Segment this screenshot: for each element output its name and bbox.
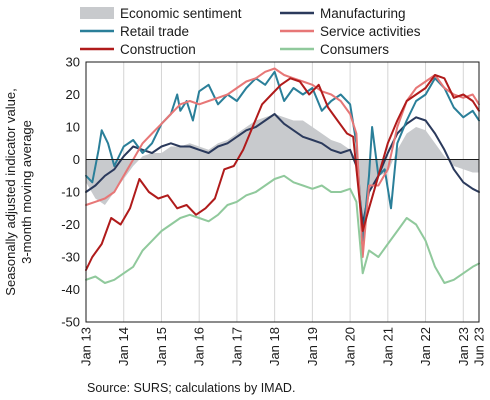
series-layer xyxy=(85,67,480,284)
series-manufacturing xyxy=(85,113,480,226)
y-tick-label: -10 xyxy=(61,185,80,200)
x-tick-label: Jan 22 xyxy=(418,327,433,366)
plot-frame xyxy=(85,61,480,323)
x-tick-label: Jan 13 xyxy=(79,327,94,366)
x-tick-label: Jan 17 xyxy=(229,327,244,366)
y-tick-label: -30 xyxy=(61,250,80,265)
axes xyxy=(85,61,480,323)
legend: Economic sentiment Manufacturing Retail tr… xyxy=(80,6,421,57)
y-tick-label: 10 xyxy=(66,120,80,135)
x-tick-label: Jan 18 xyxy=(267,327,282,366)
y-tick-labels: 30 20 10 0 -10 -20 -30 -40 -50 xyxy=(61,55,80,330)
x-tick-label: Jan 16 xyxy=(192,327,207,366)
x-tick-label: Jun 23 xyxy=(472,327,487,366)
series-consumers xyxy=(85,174,480,284)
y-tick-label: -50 xyxy=(61,315,80,330)
x-tick-label: Jan 20 xyxy=(343,327,358,366)
plot-area xyxy=(85,61,480,323)
source-note: Source: SURS; calculations by IMAD. xyxy=(87,381,295,395)
x-tick-label: Jan 15 xyxy=(154,327,169,366)
legend-label: Service activities xyxy=(320,24,421,39)
y-axis-title-line-1: Seasonally adjusted indicator value, xyxy=(3,88,18,295)
legend-label: Consumers xyxy=(320,42,389,57)
grid xyxy=(85,62,480,322)
series-service-activities xyxy=(85,67,480,258)
legend-swatch xyxy=(80,7,114,19)
x-tick-labels: Jan 13 Jan 14 Jan 15 Jan 16 Jan 17 Jan 18 Jan … xyxy=(79,327,487,366)
x-tick-label: Jan 21 xyxy=(380,327,395,366)
y-tick-label: 20 xyxy=(66,87,80,102)
x-tick-label: Jan 23 xyxy=(456,327,471,366)
legend-label: Manufacturing xyxy=(320,6,406,21)
legend-label: Economic sentiment xyxy=(120,6,242,21)
y-tick-label: -20 xyxy=(61,217,80,232)
y-tick-label: -40 xyxy=(61,282,80,297)
legend-label: Construction xyxy=(120,42,196,57)
x-tick-label: Jan 19 xyxy=(305,327,320,366)
y-tick-label: 30 xyxy=(66,55,80,70)
series-economic-sentiment xyxy=(86,114,479,257)
y-tick-label: 0 xyxy=(73,152,80,167)
legend-label: Retail trade xyxy=(120,24,189,39)
x-tick-label: Jan 14 xyxy=(116,327,131,366)
series-construction xyxy=(85,74,480,271)
y-axis-title-line-2: 3-month moving average xyxy=(19,120,34,264)
